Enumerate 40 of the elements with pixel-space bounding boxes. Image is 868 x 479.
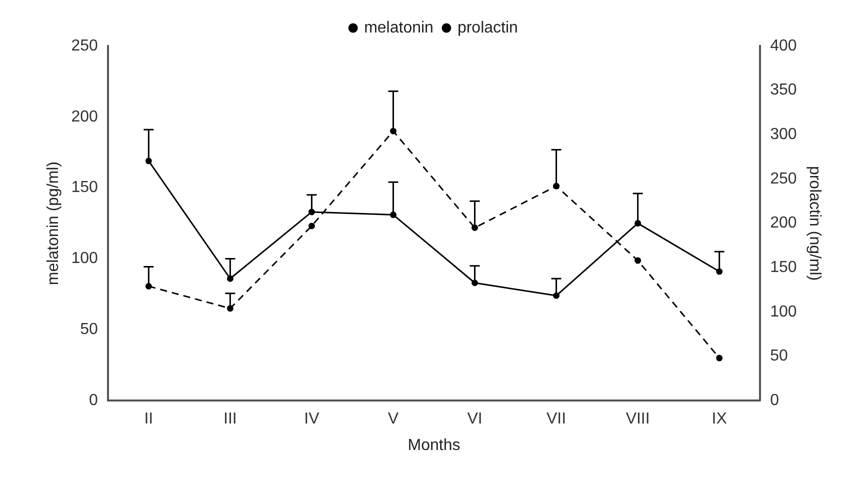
y-tick-label: 50 [80, 321, 98, 338]
x-tick-label: V [388, 410, 399, 428]
y-tick-label: 150 [71, 179, 98, 196]
x-tick-label: IX [712, 410, 728, 428]
point [226, 275, 234, 282]
x-tick-label: VIII [626, 410, 650, 428]
y-tick-label: 250 [71, 37, 98, 54]
x-tick-label: VI [467, 410, 482, 428]
y2-tick-label: 300 [770, 126, 797, 144]
point [553, 292, 560, 299]
y2-tick-label: 200 [770, 214, 797, 232]
legend-label: melatonin [364, 19, 434, 36]
x-tick-label: VII [546, 410, 566, 428]
y2-tick-label: 100 [770, 303, 797, 320]
y2-tick-label: 50 [770, 348, 788, 365]
point [716, 268, 723, 275]
y2-tick-label: 0 [770, 392, 780, 410]
x-tick-label: II [144, 410, 154, 428]
point [634, 257, 642, 264]
legend-label: prolactin [457, 19, 518, 36]
point [472, 224, 478, 231]
point [716, 354, 723, 362]
x-tick-label: III [224, 410, 237, 428]
y2-tick-label: 350 [770, 82, 797, 99]
x-axis-title: Months [408, 436, 460, 454]
y2-axis-title: prolactin (ng/ml) [806, 166, 823, 281]
point [390, 212, 396, 218]
y-axis-title: melatonin (pg/ml) [45, 161, 62, 286]
point [553, 182, 560, 190]
y-tick-label: 0 [88, 392, 98, 410]
point [390, 128, 396, 134]
y2-tick-label: 400 [770, 37, 797, 54]
y2-tick-label: 250 [770, 170, 797, 188]
x-tick-label: IV [304, 410, 320, 428]
y2-tick-label: 150 [770, 259, 797, 276]
point [308, 222, 315, 230]
point [308, 208, 315, 216]
y-tick-label: 200 [71, 108, 98, 126]
point [145, 282, 152, 290]
y-tick-label: 100 [71, 250, 98, 268]
